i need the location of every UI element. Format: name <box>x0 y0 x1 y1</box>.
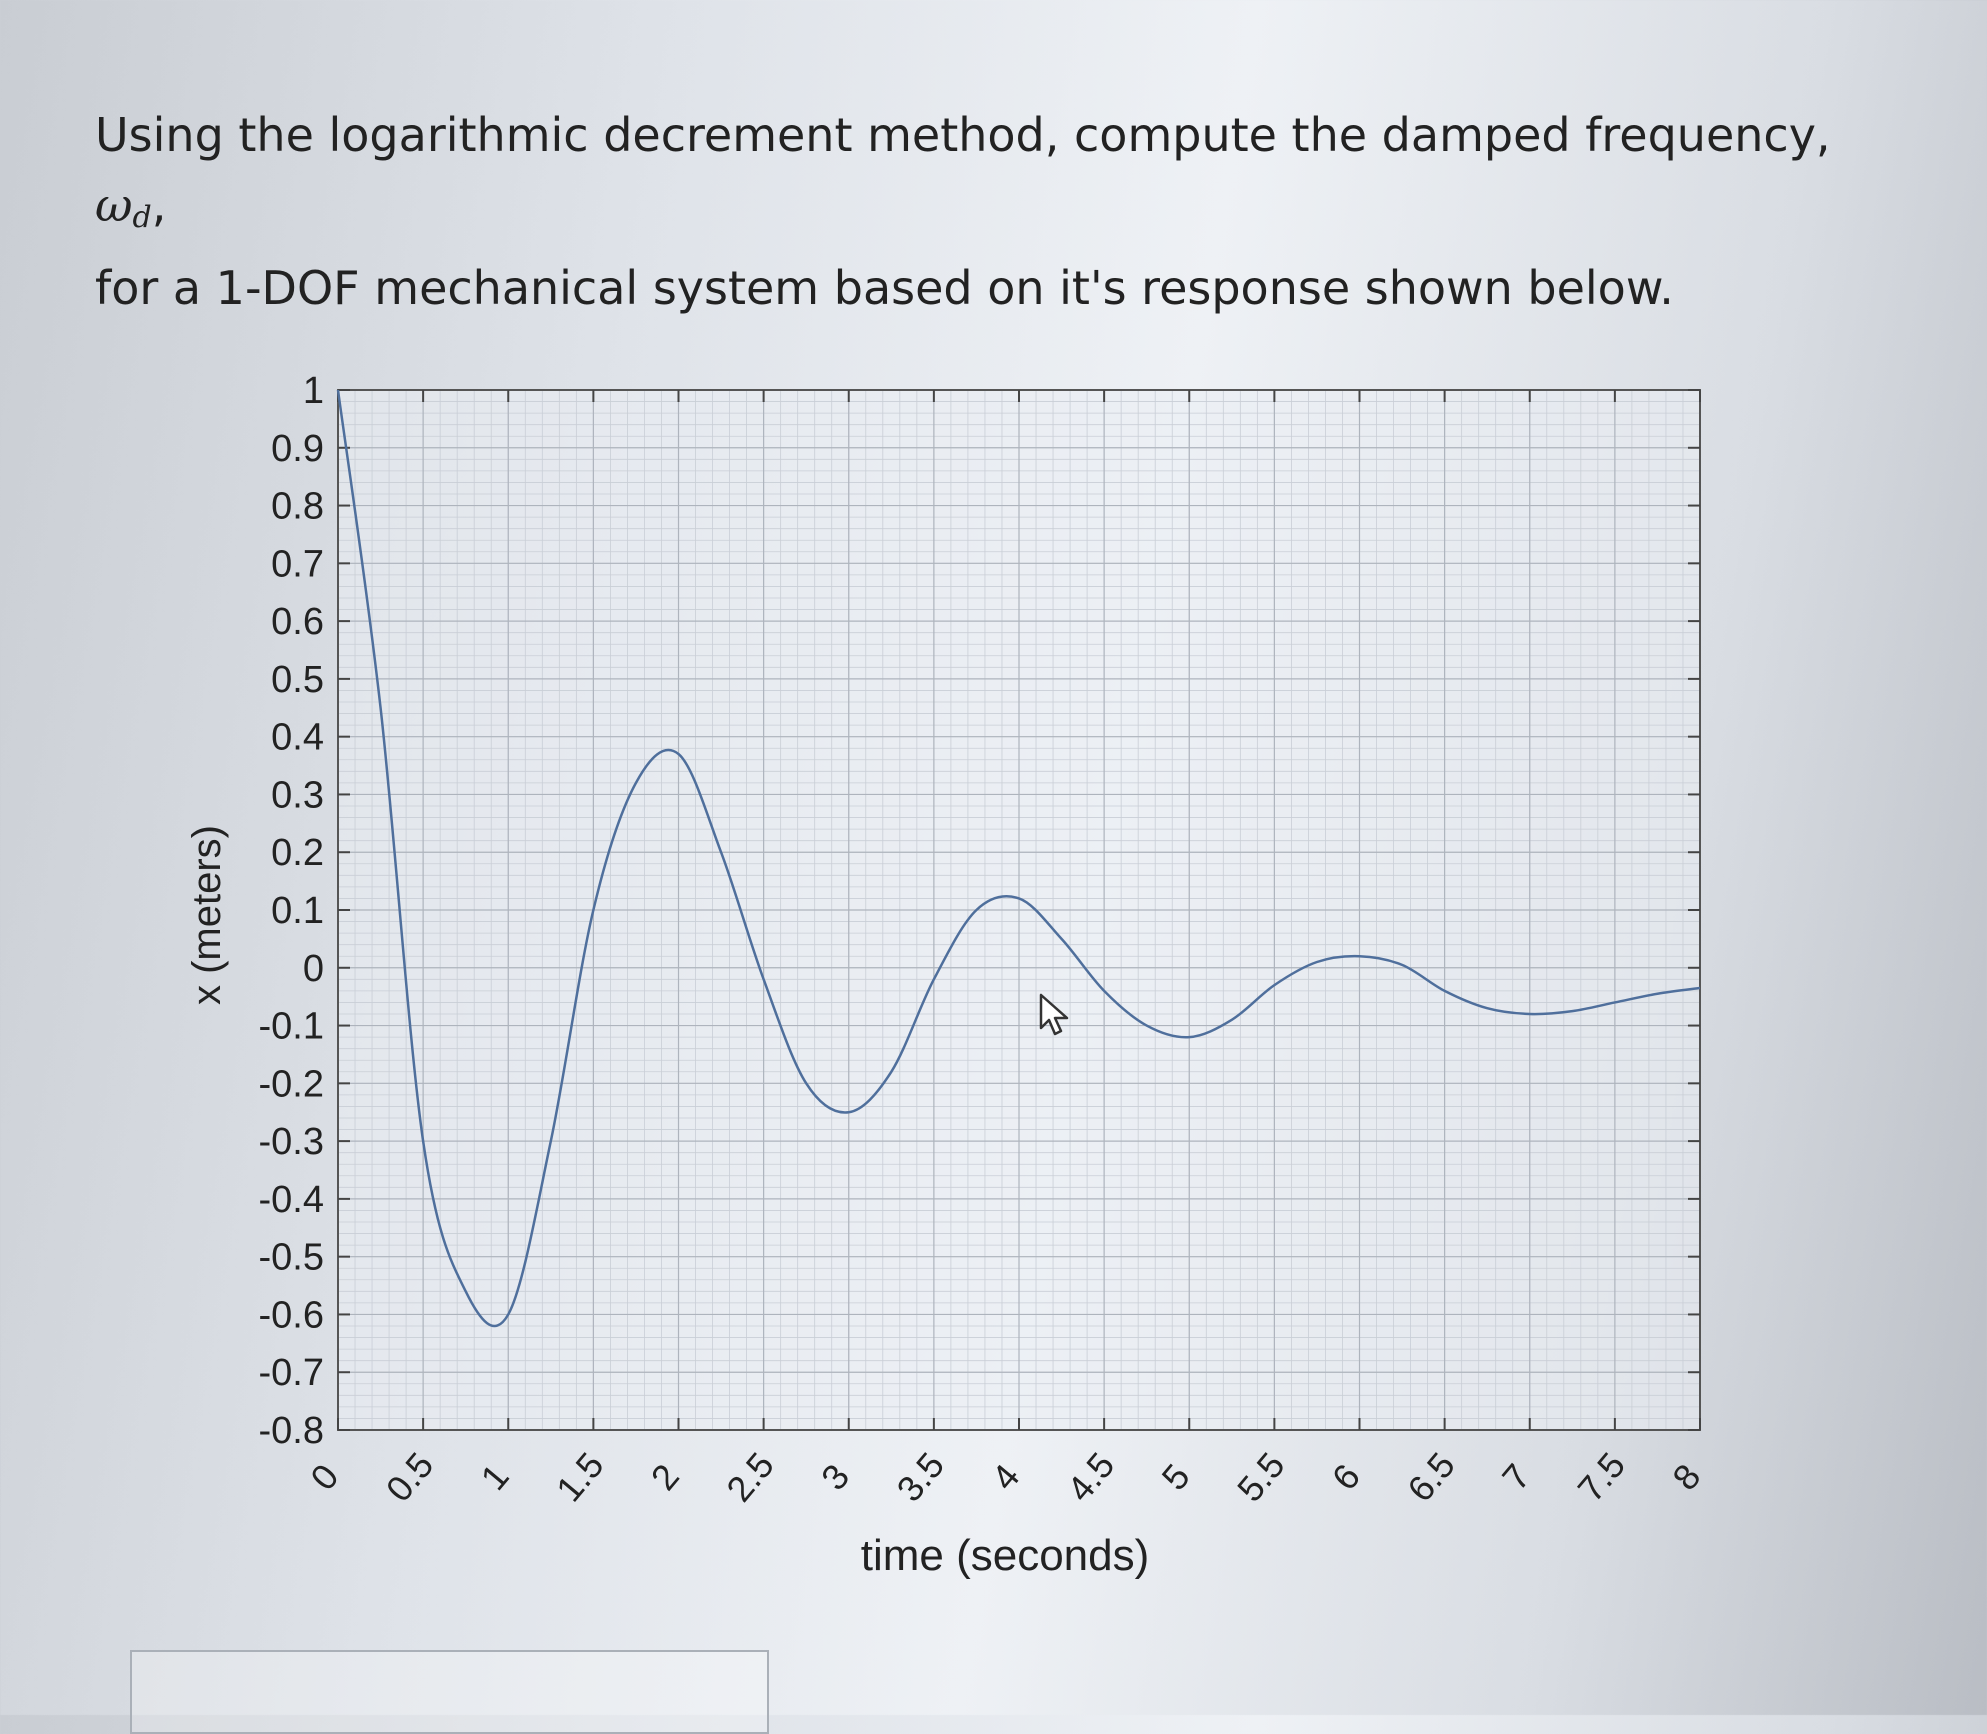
question-line-2: for a 1-DOF mechanical system based on i… <box>95 261 1674 315</box>
x-axis-label: time (seconds) <box>861 1531 1150 1580</box>
y-tick-label: 0.3 <box>271 774 324 816</box>
x-tick-label: 2 <box>643 1456 687 1498</box>
y-tick-label: -0.1 <box>259 1006 324 1048</box>
y-tick-label: -0.2 <box>259 1063 324 1105</box>
x-tick-label: 8 <box>1664 1456 1708 1498</box>
x-tick-label: 5.5 <box>1229 1445 1293 1510</box>
y-tick-label: -0.8 <box>259 1410 324 1452</box>
question-comma: , <box>151 178 167 232</box>
x-tick-label: 3.5 <box>889 1445 953 1510</box>
x-tick-label: 7 <box>1494 1456 1538 1498</box>
y-tick-label: 0 <box>303 948 324 990</box>
question-text: Using the logarithmic decrement method, … <box>95 100 1915 323</box>
y-tick-label: 0.5 <box>271 659 324 701</box>
series-line-displacement <box>336 389 1701 1328</box>
y-axis-label: x (meters) <box>185 825 229 1005</box>
y-tick-label: -0.7 <box>259 1352 324 1394</box>
answer-input[interactable] <box>130 1650 769 1734</box>
x-tick-labels: 0 0.5 1 1.5 2 2.5 3 3.5 4 4.5 5 5.5 6 6.5 7 7.5 8 <box>302 1445 1708 1510</box>
y-tick-label: -0.6 <box>259 1294 324 1336</box>
y-tick-label: 0.6 <box>271 601 324 643</box>
y-tick-label: 0.4 <box>271 717 324 759</box>
y-tick-label: 0.8 <box>271 486 324 528</box>
y-tick-label: 0.9 <box>271 428 324 470</box>
omega-subscript: d <box>132 200 152 235</box>
x-tick-label: 3 <box>813 1456 857 1498</box>
x-tick-label: 6.5 <box>1399 1445 1463 1510</box>
x-tick-label: 1.5 <box>548 1445 612 1510</box>
x-tick-label: 1 <box>473 1456 517 1498</box>
omega-symbol: ω <box>95 178 133 232</box>
x-tick-label: 4 <box>983 1456 1027 1498</box>
x-tick-label: 5 <box>1154 1456 1198 1498</box>
y-tick-labels: 1 0.9 0.8 0.7 0.6 0.5 0.4 0.3 0.2 0.1 0 -0.1 -0.2 -0.… <box>259 370 324 1452</box>
y-tick-label: 0.7 <box>271 543 324 585</box>
y-tick-label: 0.2 <box>271 832 324 874</box>
chart-grid <box>337 389 1701 1431</box>
tick-marks <box>337 389 1701 1431</box>
y-tick-label: -0.5 <box>259 1237 324 1279</box>
y-tick-label: -0.4 <box>259 1179 324 1221</box>
y-tick-label: -0.3 <box>259 1121 324 1163</box>
x-tick-label: 0.5 <box>378 1445 442 1510</box>
x-tick-label: 6 <box>1324 1456 1368 1498</box>
y-tick-label: 0.1 <box>271 890 324 932</box>
x-tick-label: 7.5 <box>1570 1445 1634 1510</box>
x-tick-label: 0 <box>302 1456 346 1498</box>
x-tick-label: 4.5 <box>1059 1445 1123 1510</box>
y-tick-label: 1 <box>303 370 324 412</box>
question-prefix: Using the logarithmic decrement method, … <box>95 108 1831 162</box>
mouse-pointer-icon <box>1039 993 1069 1036</box>
x-tick-label: 2.5 <box>718 1445 782 1510</box>
